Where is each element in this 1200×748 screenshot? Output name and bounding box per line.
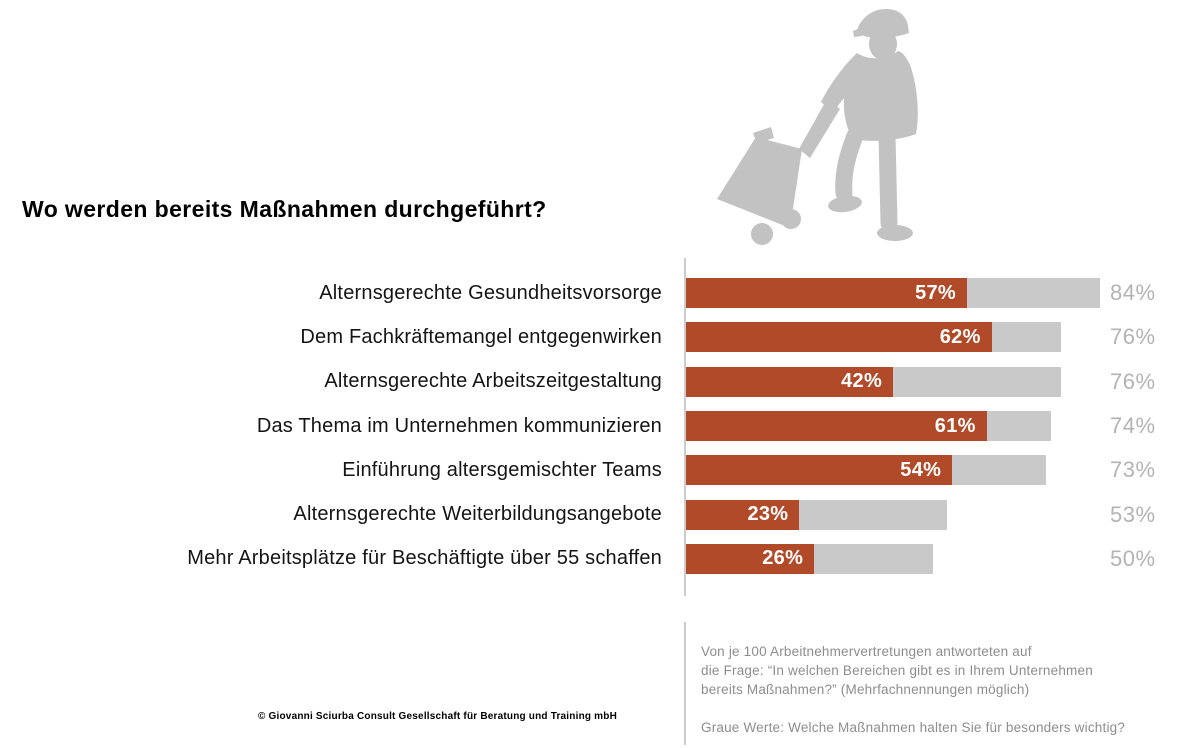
implemented-bar: 54% xyxy=(686,455,953,486)
chart-row: Mehr Arbeitsplätze für Beschäftigte über… xyxy=(0,537,1200,581)
important-value: 53% xyxy=(1110,501,1156,527)
implemented-value: 26% xyxy=(762,547,804,570)
chart-row: Alternsgerechte Weiterbildungsangebote 23… xyxy=(0,492,1200,536)
chart-row: Dem Fachkräftemangel entgegenwirken 62% 76… xyxy=(0,315,1200,359)
bar-track: 54% 73% xyxy=(686,455,1200,486)
implemented-value: 57% xyxy=(915,281,956,304)
footnote-line: die Frage: “In welchen Bereichen gibt es… xyxy=(701,663,1093,678)
implemented-bar: 23% xyxy=(686,499,800,530)
category-label: Das Thema im Unternehmen kommunizieren xyxy=(256,414,662,437)
copyright: © Giovanni Sciurba Consult Gesellschaft … xyxy=(258,711,617,722)
important-value: 76% xyxy=(1110,368,1156,394)
category-label: Dem Fachkräftemangel entgegenwirken xyxy=(300,325,662,348)
implemented-value: 54% xyxy=(900,458,942,481)
implemented-bar: 62% xyxy=(686,322,992,353)
category-label: Alternsgerechte Gesundheitsvorsorge xyxy=(319,281,662,304)
bar-track: 26% 50% xyxy=(686,543,1200,574)
bar-chart: Alternsgerechte Gesundheitsvorsorge 57% 84… xyxy=(0,271,1200,581)
bar-track: 23% 53% xyxy=(686,499,1200,530)
implemented-bar: 42% xyxy=(686,366,894,397)
chart-row: Alternsgerechte Gesundheitsvorsorge 57% 84… xyxy=(0,271,1200,315)
important-value: 50% xyxy=(1110,545,1156,571)
chart-row: Das Thema im Unternehmen kommunizieren 61… xyxy=(0,404,1200,448)
important-value: 73% xyxy=(1110,457,1156,483)
implemented-value: 61% xyxy=(934,414,976,437)
bar-track: 42% 76% xyxy=(686,366,1200,397)
chart-row: Alternsgerechte Arbeitszeitgestaltung 42%… xyxy=(0,360,1200,404)
implemented-bar: 57% xyxy=(686,278,967,309)
footnote-gray-values-note: Graue Werte: Welche Maßnahmen halten Sie… xyxy=(701,720,1126,735)
implemented-value: 23% xyxy=(747,503,789,526)
important-value: 84% xyxy=(1110,280,1156,306)
chart-axis-line xyxy=(684,258,686,596)
implemented-bar: 26% xyxy=(686,543,815,574)
bar-track: 61% 74% xyxy=(686,411,1200,442)
footnote-line: Von je 100 Arbeitnehmervertretungen antw… xyxy=(701,644,1032,659)
page-title: Wo werden bereits Maßnahmen durchgeführt… xyxy=(22,196,547,222)
bar-track: 62% 76% xyxy=(686,322,1200,353)
bar-track: 57% 84% xyxy=(686,278,1200,309)
footnote-divider xyxy=(684,622,686,745)
implemented-bar: 61% xyxy=(686,411,987,442)
category-label: Mehr Arbeitsplätze für Beschäftigte über… xyxy=(187,547,662,570)
important-value: 74% xyxy=(1110,413,1156,439)
footnote: Von je 100 Arbeitnehmervertretungen antw… xyxy=(701,642,1196,737)
chart-row: Einführung altersgemischter Teams 54% 73% xyxy=(0,448,1200,492)
implemented-value: 42% xyxy=(841,370,883,393)
category-label: Einführung altersgemischter Teams xyxy=(342,458,662,481)
footnote-line: bereits Maßnahmen?” (Mehrfachnennungen m… xyxy=(701,682,1030,697)
category-label: Alternsgerechte Arbeitszeitgestaltung xyxy=(324,370,662,393)
important-value: 76% xyxy=(1110,324,1156,350)
implemented-value: 62% xyxy=(939,325,981,348)
man-with-trolley-icon xyxy=(717,9,918,245)
category-label: Alternsgerechte Weiterbildungsangebote xyxy=(293,503,662,526)
